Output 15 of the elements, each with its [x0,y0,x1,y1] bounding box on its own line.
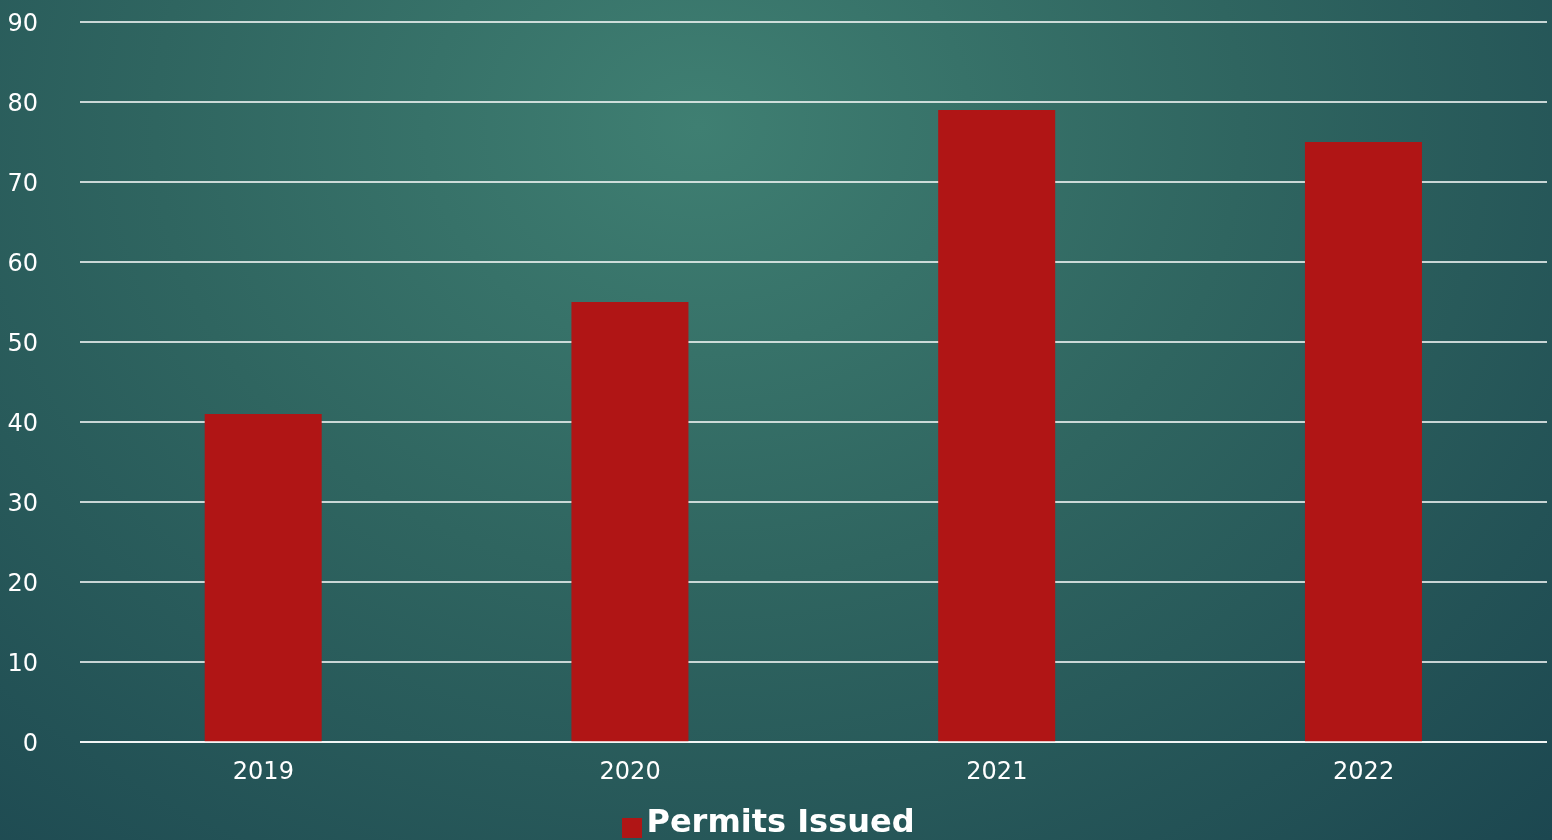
y-tick-label: 0 [22,728,38,757]
y-tick-label: 90 [7,8,38,37]
y-tick-label: 70 [7,168,38,197]
legend-label: Permits Issued [646,802,915,840]
y-tick-label: 80 [7,88,38,117]
y-tick-label: 60 [7,248,38,277]
y-tick-label: 50 [7,328,38,357]
y-tick-label: 40 [7,408,38,437]
x-tick-label: 2021 [966,757,1028,786]
x-tick-label: 2022 [1333,757,1395,786]
y-tick-label: 10 [7,648,38,677]
x-tick-label: 2019 [232,757,294,786]
x-tick-label: 2020 [599,757,661,786]
y-tick-label: 30 [7,488,38,517]
y-tick-label: 20 [7,568,38,597]
